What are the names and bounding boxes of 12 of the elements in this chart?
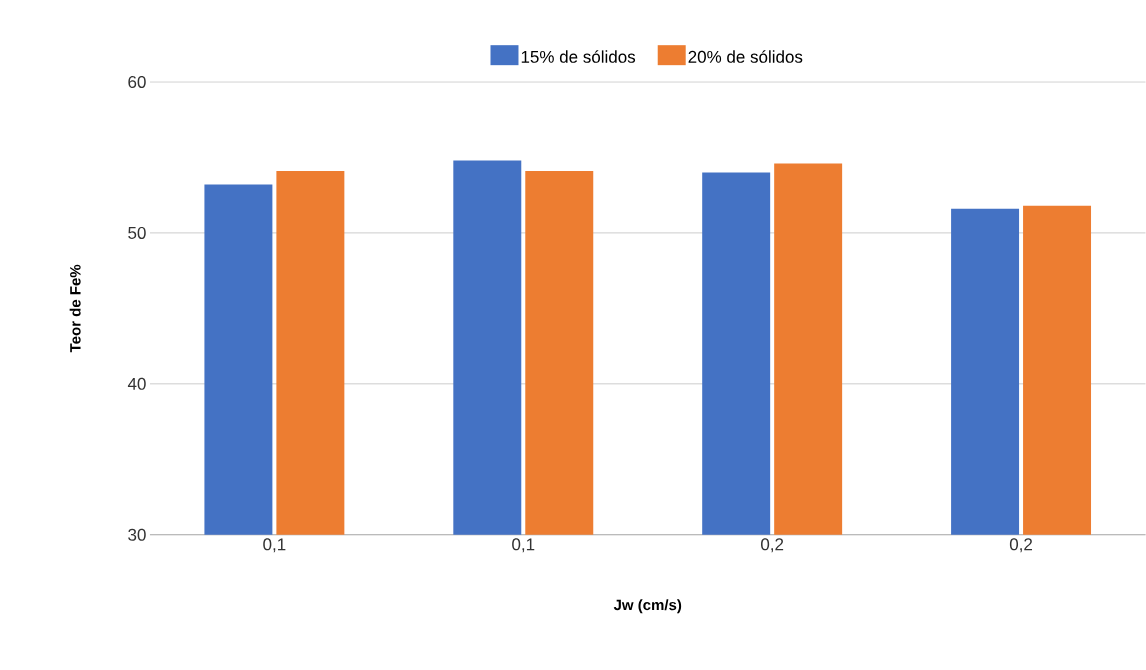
x-tick-label: 0,1: [512, 538, 535, 553]
x-tick-label: 0,2: [761, 538, 784, 553]
x-tick-label: 0,1: [263, 538, 286, 553]
y-tick-label: 30: [128, 528, 146, 541]
y-tick-label: 60: [128, 76, 146, 89]
y-axis-title: Teor de Fe%: [69, 264, 81, 353]
x-axis-title: Jw (cm/s): [613, 599, 682, 614]
y-tick-label: 50: [128, 227, 146, 240]
x-tick-label: 0,2: [1009, 538, 1033, 553]
legend-label: 15% de sólidos: [521, 50, 636, 63]
legend-label: 20% de sólidos: [688, 50, 803, 63]
y-tick-label: 40: [127, 377, 146, 390]
